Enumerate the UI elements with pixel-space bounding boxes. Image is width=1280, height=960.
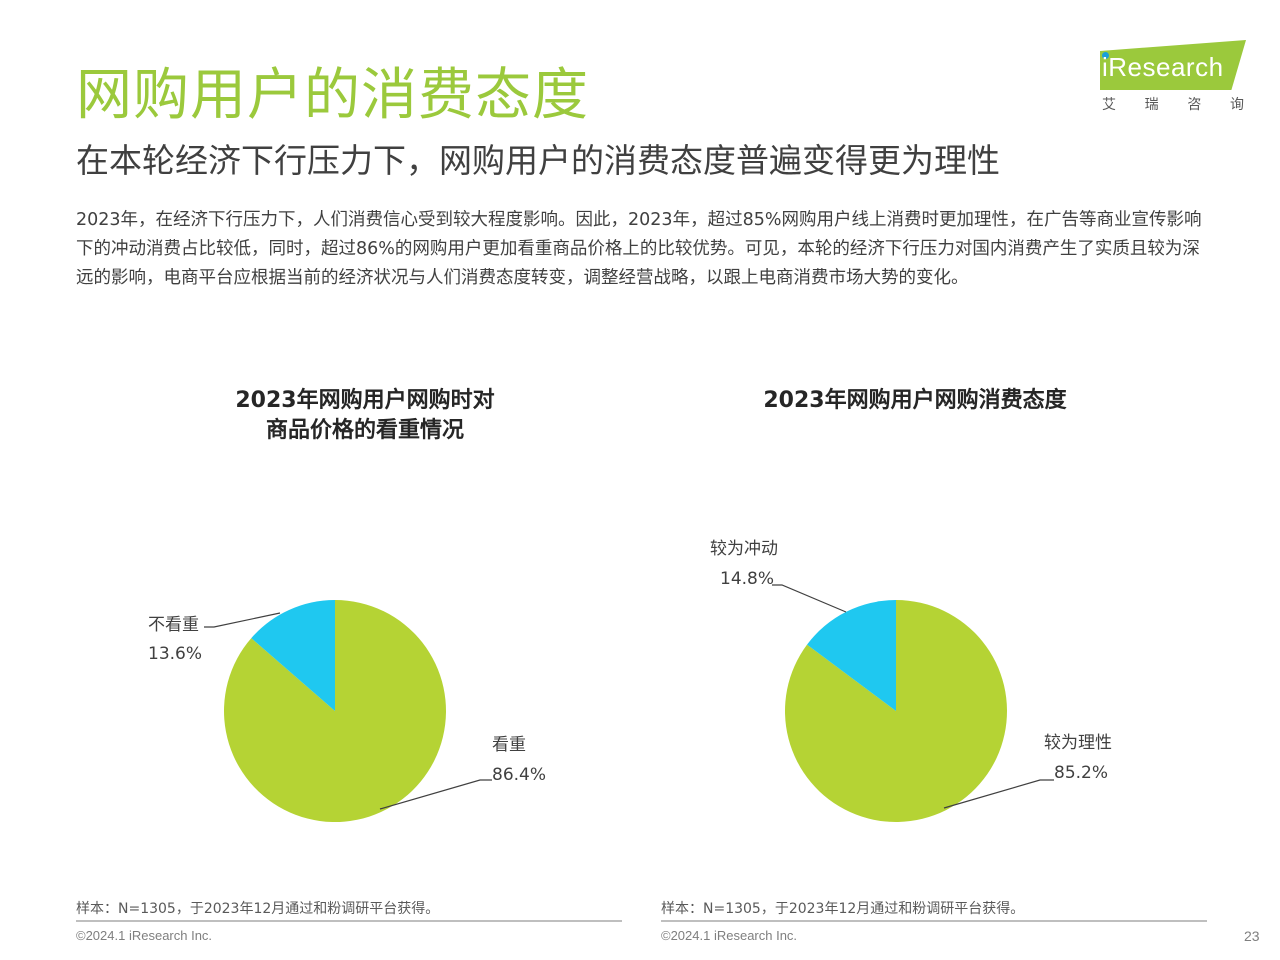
chart-1-copyright: ©2024.1 iResearch Inc. — [76, 928, 213, 943]
chart-2-title: 2023年网购用户网购消费态度 — [720, 386, 1110, 416]
iresearch-logo: iResearch 艾 瑞 咨 询 — [1100, 40, 1250, 116]
logo-cn-char: 询 — [1229, 97, 1244, 113]
logo-cn-char: 咨 — [1187, 97, 1202, 113]
chart-1-title: 2023年网购用户网购时对 商品价格的看重情况 — [180, 386, 550, 446]
chart-2-slice-1 — [784, 600, 1007, 822]
chart-1-slice-value-2: 13.6% — [148, 644, 202, 664]
chart-1-slice-label-2: 不看重 — [148, 615, 199, 635]
chart-1-title-line: 2023年网购用户网购时对 — [235, 388, 495, 413]
logo-chinese-name: 艾 瑞 咨 询 — [1102, 94, 1244, 114]
logo-wordmark: iResearch — [1102, 52, 1224, 82]
chart-2-divider — [661, 920, 1207, 922]
page-number: 23 — [1244, 928, 1260, 944]
logo-cn-char: 瑞 — [1144, 97, 1159, 113]
chart-1-footnote: 样本：N=1305，于2023年12月通过和粉调研平台获得。 — [76, 901, 440, 917]
chart-1-leader-line-2 — [204, 612, 281, 628]
chart-2-slice-label-1: 较为理性 — [1044, 733, 1112, 753]
chart-2-slice-label-2: 较为冲动 — [710, 539, 778, 559]
chart-1-divider — [76, 920, 622, 922]
chart-2-slice-2 — [807, 599, 896, 711]
chart-2-footnote: 样本：N=1305，于2023年12月通过和粉调研平台获得。 — [661, 901, 1025, 917]
logo-dot-icon — [1102, 52, 1109, 59]
logo-cn-char: 艾 — [1102, 97, 1116, 113]
chart-2-copyright: ©2024.1 iResearch Inc. — [661, 928, 798, 943]
chart-2-title-line: 2023年网购用户网购消费态度 — [763, 388, 1067, 413]
chart-1-title-line: 商品价格的看重情况 — [265, 418, 464, 443]
chart-1-leader-line-1 — [379, 779, 492, 810]
chart-2-slice-value-2: 14.8% — [720, 569, 774, 589]
chart-1-slice-label-1: 看重 — [492, 735, 526, 755]
chart-2-leader-line-1 — [943, 779, 1054, 809]
chart-1-slice-value-1: 86.4% — [492, 765, 546, 785]
page-body-text: 2023年，在经济下行压力下，人们消费信心受到较大程度影响。因此，2023年，超… — [76, 210, 1202, 288]
chart-2-slice-value-1: 85.2% — [1054, 763, 1108, 783]
chart-1-slice-1 — [223, 600, 446, 822]
page-subtitle: 在本轮经济下行压力下，网购用户的消费态度普遍变得更为理性 — [76, 141, 1000, 180]
chart-2-leader-line-2 — [772, 584, 847, 613]
chart-1-slice-2 — [251, 600, 335, 711]
page-title: 网购用户的消费态度 — [76, 63, 589, 128]
